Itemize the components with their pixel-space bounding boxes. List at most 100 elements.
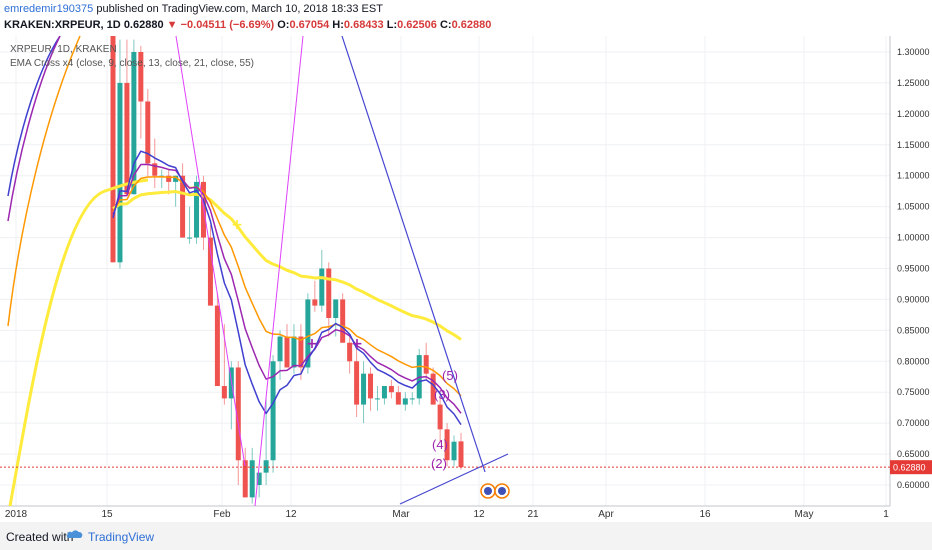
- magenta-line-left[interactable]: [175, 36, 246, 467]
- candle-body: [402, 398, 408, 405]
- footer-bar: Created with TradingView: [0, 522, 932, 550]
- candles-group: [110, 36, 464, 504]
- chart-background: [0, 36, 932, 522]
- x-tick-label: 2018: [5, 509, 28, 520]
- candle-body: [388, 386, 394, 393]
- y-tick-label: 1.05000: [897, 202, 930, 212]
- y-tick-label: 0.95000: [897, 264, 930, 274]
- ema55-prehistory-line: [8, 178, 149, 507]
- ohlc-line: KRAKEN:XRPEUR, 1D 0.62880 ▼ −0.04511 (−6…: [4, 19, 491, 31]
- candle-body: [187, 237, 193, 239]
- publish-line: emredemir190375 published on TradingView…: [4, 3, 383, 15]
- magenta-line-right[interactable]: [254, 36, 304, 507]
- x-tick-label: Mar: [392, 509, 410, 520]
- candle-body: [270, 361, 276, 461]
- candle-body: [138, 52, 144, 102]
- candle-body: [298, 336, 304, 368]
- candle-body: [354, 361, 360, 405]
- y-tick-label: 0.70000: [897, 418, 930, 428]
- candle-body: [326, 268, 332, 318]
- candle-body: [124, 82, 130, 195]
- ema21-line: [112, 176, 462, 397]
- cross-marker-icon: +: [306, 336, 318, 352]
- open-label: O:: [277, 19, 290, 31]
- candle-body: [451, 441, 457, 461]
- candle-body: [430, 373, 436, 405]
- candle-body: [207, 237, 213, 306]
- y-tick-label: 1.00000: [897, 233, 930, 243]
- down-arrow-icon: ▼: [166, 19, 178, 31]
- y-tick-label: 1.25000: [897, 78, 930, 88]
- symbol-legend: XRPEUR, 1D, KRAKEN: [10, 44, 117, 55]
- cross-marker-icon: +: [231, 217, 243, 233]
- candle-body: [110, 36, 116, 263]
- wave-label[interactable]: (5): [442, 368, 458, 383]
- y-tick-label: 0.90000: [897, 294, 930, 304]
- trend-line-down[interactable]: [341, 36, 486, 473]
- ema13-prehistory-line: [7, 36, 61, 222]
- candle-body: [131, 52, 137, 195]
- candle-body: [256, 472, 262, 485]
- author-link[interactable]: emredemir190375: [4, 3, 94, 15]
- x-tick-label: Apr: [598, 509, 614, 520]
- indicator-legend[interactable]: EMA Cross x4 (close, 9, close, 13, close…: [10, 58, 254, 69]
- x-tick-label: 1: [883, 509, 889, 520]
- candle-body: [214, 305, 220, 387]
- candle-body: [180, 175, 186, 238]
- last-price-tag: [890, 460, 932, 475]
- candle-body: [423, 355, 429, 374]
- candle-body: [145, 101, 151, 164]
- ema21-prehistory-line: [7, 36, 81, 327]
- low-value: 0.62506: [397, 19, 437, 31]
- y-tick-label: 0.65000: [897, 449, 930, 459]
- x-tick-label: 21: [527, 509, 539, 520]
- candle-body: [284, 336, 290, 368]
- ema13-line: [112, 163, 462, 414]
- ema55-line: [112, 190, 462, 341]
- candle-body: [277, 336, 283, 362]
- candle-body: [291, 336, 297, 368]
- price-chart[interactable]: 1.30000 1.25000 1.20000 1.15000 1.10000 1.050…: [0, 36, 932, 522]
- candle-body: [173, 175, 179, 182]
- y-tick-label: 0.60000: [897, 480, 930, 490]
- last-price: 0.62880: [123, 19, 164, 31]
- x-tick-label: 15: [101, 509, 113, 520]
- candle-body: [381, 386, 387, 399]
- candle-body: [374, 398, 380, 400]
- wave-label[interactable]: (4): [432, 437, 448, 452]
- chart-header: emredemir190375 published on TradingView…: [0, 0, 932, 36]
- low-label: L:: [386, 19, 398, 31]
- event-icon-center: [498, 487, 506, 495]
- wave-label[interactable]: (3): [434, 387, 450, 402]
- x-tick-label: 16: [699, 509, 711, 520]
- candle-body: [368, 373, 374, 399]
- x-tick-label: 12: [285, 509, 297, 520]
- last-price-tag-label: 0.62880: [893, 463, 926, 473]
- candle-body: [263, 460, 269, 473]
- candle-body: [361, 373, 367, 405]
- y-tick-label: 1.10000: [897, 171, 930, 181]
- high-value: 0.68433: [343, 19, 384, 31]
- candle-body: [444, 429, 450, 461]
- candle-body: [347, 342, 353, 362]
- candle-body: [242, 460, 248, 498]
- created-with-label: Created with: [6, 530, 74, 544]
- cross-marker-icon: +: [351, 336, 363, 352]
- x-tick-label: 12: [473, 509, 485, 520]
- candle-body: [333, 299, 339, 318]
- tradingview-logo-icon: [66, 530, 83, 538]
- candle-body: [194, 181, 200, 238]
- y-tick-label: 0.80000: [897, 356, 930, 366]
- trend-line-support[interactable]: [399, 453, 509, 505]
- candle-body: [340, 299, 346, 343]
- candle-body: [235, 367, 241, 461]
- candle-body: [409, 398, 415, 400]
- candle-body: [319, 268, 325, 306]
- candle-body: [117, 82, 123, 263]
- tradingview-link[interactable]: TradingView: [88, 530, 155, 544]
- wave-label[interactable]: (2): [431, 456, 447, 471]
- y-tick-label: 1.30000: [897, 47, 930, 57]
- open-value: 0.67054: [289, 19, 330, 31]
- ema9-prehistory-line: [7, 36, 61, 197]
- candle-body: [166, 175, 172, 182]
